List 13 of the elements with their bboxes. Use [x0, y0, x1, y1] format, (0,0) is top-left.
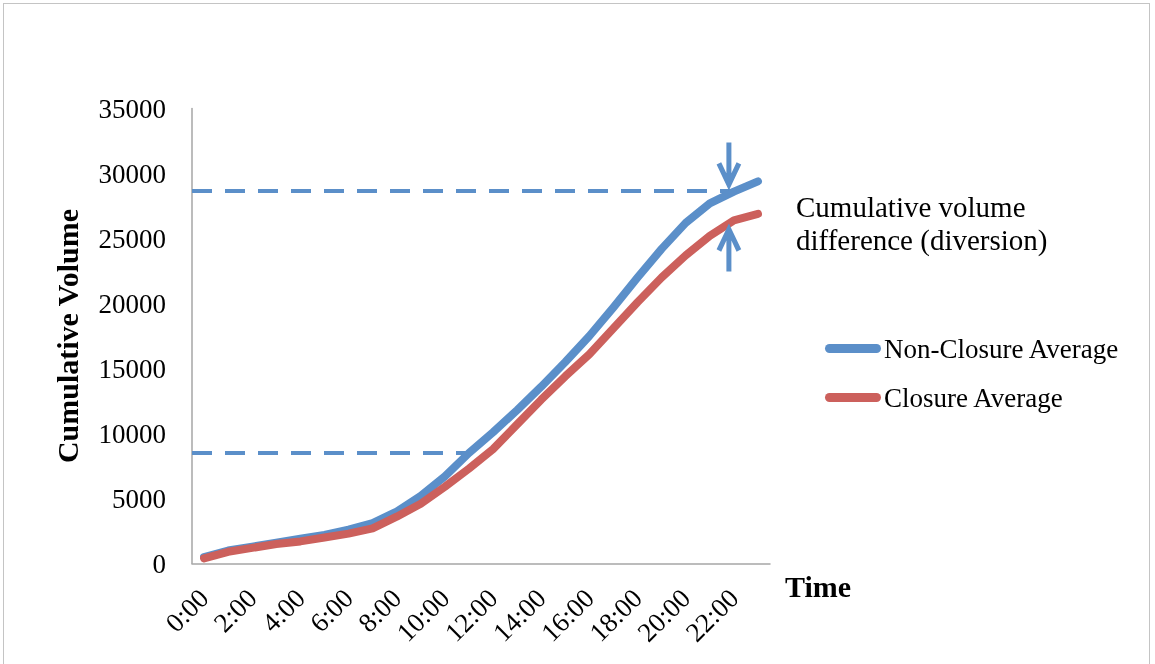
legend-label: Closure Average [884, 382, 1063, 413]
y-tick-label: 10000 [98, 418, 166, 449]
x-axis-title: Time [785, 570, 852, 603]
y-axis-title: Cumulative Volume [50, 208, 84, 464]
y-tick-label: 15000 [98, 353, 166, 384]
y-tick-label: 20000 [98, 288, 166, 319]
y-tick-label: 5000 [112, 483, 166, 514]
y-tick-label: 35000 [98, 93, 166, 124]
y-tick-label: 25000 [98, 223, 166, 254]
y-tick-label: 30000 [98, 158, 166, 189]
legend-label: Non-Closure Average [884, 333, 1119, 364]
text: Cumulative volume difference (diversion) [796, 191, 1049, 257]
y-tick-label: 0 [152, 548, 166, 579]
